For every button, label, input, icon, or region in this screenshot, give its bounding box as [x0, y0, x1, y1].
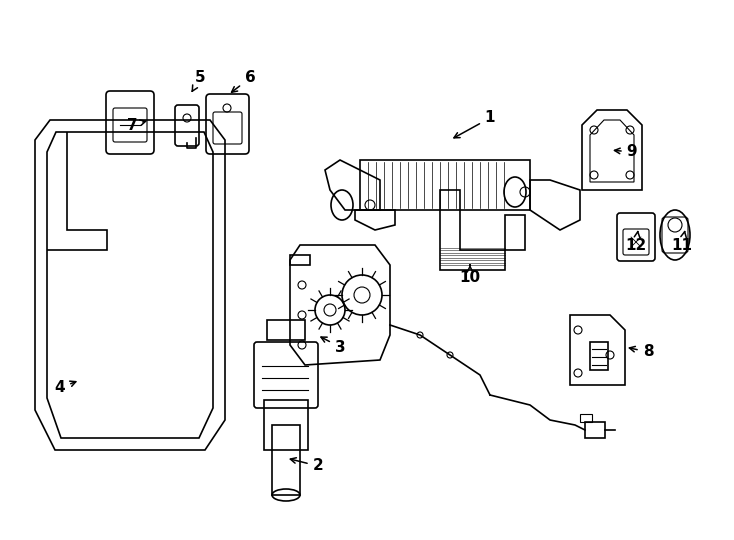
Text: 4: 4 — [55, 381, 76, 395]
Bar — [590, 342, 608, 370]
Bar — [267, 320, 305, 340]
Text: 11: 11 — [672, 232, 692, 253]
Text: 10: 10 — [459, 265, 481, 286]
Bar — [360, 160, 530, 210]
Text: 9: 9 — [614, 145, 637, 159]
Text: 1: 1 — [454, 111, 495, 138]
Text: 2: 2 — [291, 458, 324, 474]
Bar — [505, 215, 525, 250]
Text: 5: 5 — [192, 71, 206, 91]
Text: 3: 3 — [321, 337, 345, 354]
Bar — [272, 425, 300, 495]
Text: 8: 8 — [629, 345, 653, 360]
Bar — [585, 422, 605, 438]
Text: 6: 6 — [231, 71, 255, 92]
Bar — [580, 414, 592, 422]
Text: 12: 12 — [625, 232, 647, 253]
Bar — [290, 255, 310, 265]
Bar — [264, 400, 308, 450]
Text: 7: 7 — [127, 118, 145, 132]
